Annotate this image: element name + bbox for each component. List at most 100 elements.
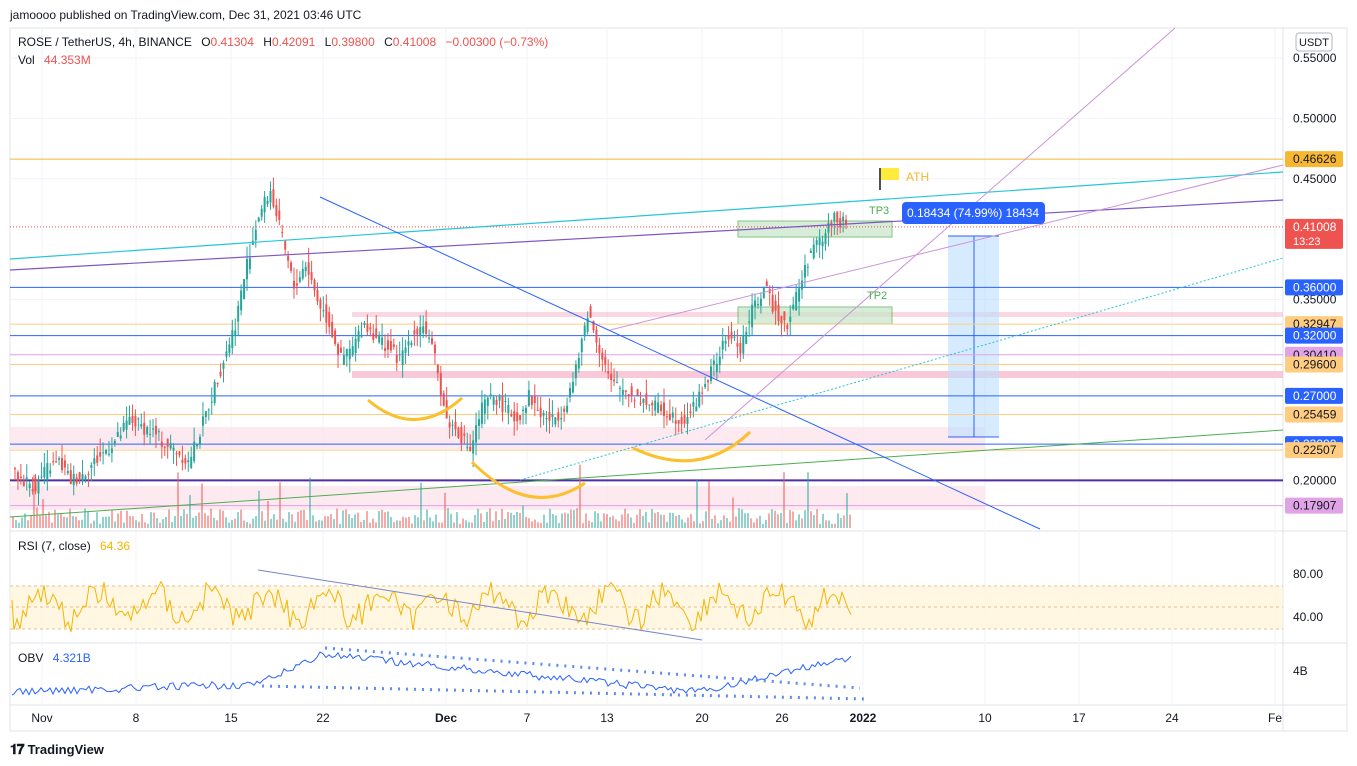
volume-bar bbox=[33, 474, 35, 528]
candle-body bbox=[442, 393, 445, 406]
candle-body bbox=[102, 452, 105, 454]
volume-bar bbox=[165, 516, 167, 528]
candle-body bbox=[524, 407, 527, 413]
volume-bar bbox=[423, 520, 425, 528]
x-tick-label: 17 bbox=[1072, 711, 1086, 725]
teal-trendline bbox=[9, 171, 1284, 260]
volume-bar bbox=[816, 509, 818, 528]
volume-bar bbox=[237, 512, 239, 528]
volume-bar bbox=[276, 519, 278, 528]
obv-value: 4.321B bbox=[53, 651, 91, 665]
tp2-label: TP2 bbox=[867, 290, 887, 302]
volume-bar bbox=[372, 518, 374, 528]
candle-body bbox=[184, 458, 187, 464]
price-tag-label: 0.29600 bbox=[1293, 358, 1337, 372]
candle-body bbox=[81, 473, 84, 481]
volume-bar bbox=[612, 515, 614, 528]
volume-bar bbox=[351, 518, 353, 528]
candle-body bbox=[516, 412, 519, 422]
volume-bar bbox=[189, 495, 191, 528]
volume-bar bbox=[531, 521, 533, 528]
volume-bar bbox=[714, 515, 716, 528]
candle-body bbox=[592, 320, 595, 331]
footer: 𝟏𝟕 TradingView bbox=[10, 741, 104, 758]
volume-bar bbox=[354, 514, 356, 528]
candle-body bbox=[724, 341, 727, 344]
candle-body bbox=[40, 476, 43, 478]
candle-body bbox=[554, 417, 557, 425]
candle-body bbox=[55, 461, 58, 463]
candle-body bbox=[566, 405, 569, 413]
volume-bar bbox=[51, 522, 53, 528]
rsi-label: RSI (7, close) bbox=[18, 539, 91, 553]
candle-body bbox=[680, 417, 683, 425]
violet-channel bbox=[609, 164, 1284, 331]
candle-body bbox=[275, 205, 278, 216]
volume-bar bbox=[360, 522, 362, 528]
volume-bar bbox=[324, 516, 326, 528]
low-label: L bbox=[325, 35, 332, 49]
candle-body bbox=[413, 330, 416, 335]
volume-bar bbox=[678, 514, 680, 528]
volume-bar bbox=[381, 509, 383, 528]
obv-label: OBV bbox=[18, 651, 43, 665]
candle-body bbox=[748, 321, 751, 323]
volume-bar bbox=[774, 510, 776, 528]
price-tag bbox=[1285, 279, 1343, 296]
candle-body bbox=[451, 424, 454, 426]
candle-body bbox=[513, 411, 516, 422]
volume-bar bbox=[465, 520, 467, 528]
price-tag-label: 0.36000 bbox=[1293, 280, 1337, 294]
volume-bar bbox=[642, 515, 644, 528]
drawings-layer bbox=[9, 27, 1284, 530]
volume-bar bbox=[249, 523, 251, 528]
price-tag-label: 0.27000 bbox=[1293, 389, 1337, 403]
candle-body bbox=[736, 343, 739, 347]
candle-body bbox=[495, 399, 498, 406]
candle-body bbox=[542, 412, 545, 416]
candle-body bbox=[668, 413, 671, 421]
candle-body bbox=[475, 425, 478, 443]
volume-bar bbox=[819, 523, 821, 528]
candle-body bbox=[618, 387, 621, 389]
measure-badge[interactable]: 0.18434 (74.99%) 18434 bbox=[902, 202, 1045, 224]
candle-body bbox=[759, 298, 762, 306]
candle-body bbox=[730, 331, 733, 339]
close-value: 0.41008 bbox=[393, 35, 437, 49]
volume-bar bbox=[147, 523, 149, 528]
volume-bar bbox=[231, 519, 233, 528]
candle-body bbox=[580, 338, 583, 352]
candle-body bbox=[146, 427, 149, 435]
price-tag bbox=[1285, 218, 1343, 249]
candle-body bbox=[436, 364, 439, 374]
volume-bar bbox=[246, 521, 248, 528]
volume-bar bbox=[186, 513, 188, 528]
arc-left bbox=[367, 396, 463, 421]
volume-bar bbox=[738, 508, 740, 528]
volume-bar bbox=[663, 514, 665, 528]
volume-bar bbox=[120, 510, 122, 528]
volume-bar bbox=[744, 513, 746, 528]
volume-bar bbox=[723, 515, 725, 528]
volume-bar bbox=[684, 522, 686, 528]
candle-body bbox=[43, 467, 46, 478]
volume-bar bbox=[756, 518, 758, 528]
candle-body bbox=[507, 404, 510, 414]
chart-frame bbox=[9, 27, 1348, 732]
volume-bar bbox=[114, 521, 116, 528]
candle-body bbox=[166, 438, 169, 447]
candle-body bbox=[557, 412, 560, 421]
candle-body bbox=[648, 404, 651, 406]
volume-bar bbox=[483, 521, 485, 528]
volume-bar bbox=[417, 517, 419, 528]
tp3-label: TP3 bbox=[869, 205, 889, 217]
candle-body bbox=[780, 315, 783, 324]
candle-body bbox=[119, 435, 122, 439]
volume-bar bbox=[513, 515, 515, 528]
candle-body bbox=[551, 413, 554, 417]
candle-body bbox=[19, 476, 22, 479]
x-tick-label: 26 bbox=[775, 711, 789, 725]
volume-bar bbox=[210, 508, 212, 528]
currency-button[interactable]: USDT bbox=[1295, 32, 1333, 52]
